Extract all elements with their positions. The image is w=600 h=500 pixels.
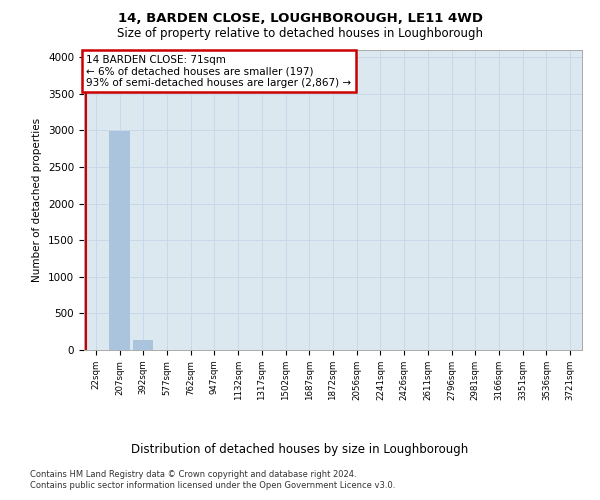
- Bar: [109, 131, 130, 350]
- Text: Contains public sector information licensed under the Open Government Licence v3: Contains public sector information licen…: [30, 481, 395, 490]
- Text: 14, BARDEN CLOSE, LOUGHBOROUGH, LE11 4WD: 14, BARDEN CLOSE, LOUGHBOROUGH, LE11 4WD: [118, 12, 482, 26]
- Text: 14 BARDEN CLOSE: 71sqm
← 6% of detached houses are smaller (197)
93% of semi-det: 14 BARDEN CLOSE: 71sqm ← 6% of detached …: [86, 54, 352, 88]
- Y-axis label: Number of detached properties: Number of detached properties: [32, 118, 43, 282]
- Text: Contains HM Land Registry data © Crown copyright and database right 2024.: Contains HM Land Registry data © Crown c…: [30, 470, 356, 479]
- Text: Size of property relative to detached houses in Loughborough: Size of property relative to detached ho…: [117, 28, 483, 40]
- Text: Distribution of detached houses by size in Loughborough: Distribution of detached houses by size …: [131, 442, 469, 456]
- Bar: [133, 340, 154, 350]
